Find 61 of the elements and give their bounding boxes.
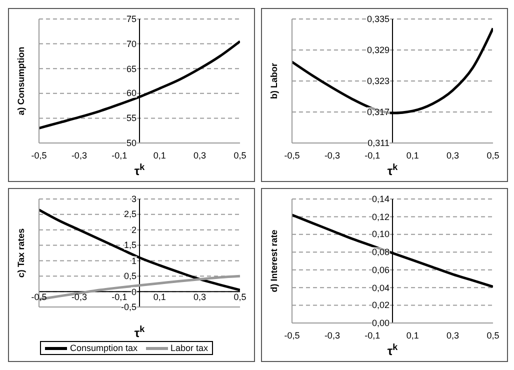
- y-tick-label: 0,5: [124, 271, 136, 282]
- y-tick-label: 0,06: [372, 264, 390, 275]
- y-tick-label: 3: [131, 194, 136, 204]
- x-tick-label: 0,1: [153, 292, 166, 302]
- x-tick-label: -0,1: [364, 330, 380, 340]
- y-tick-label: 0,335: [366, 14, 390, 24]
- y-tick-label: 65: [126, 64, 136, 74]
- y-tick-label: 60: [126, 88, 136, 98]
- y-axis-title: a) Consumption: [16, 46, 26, 116]
- y-tick-label: 0,12: [372, 212, 390, 222]
- y-tick-label: 0,14: [372, 194, 390, 204]
- y-tick-label: 0,323: [366, 76, 390, 86]
- y-tick-label: -0,5: [120, 302, 136, 312]
- y-tick-label: 2: [131, 224, 136, 235]
- y-tick-label: 0,311: [368, 138, 390, 148]
- x-tick-label: 0,3: [194, 150, 206, 160]
- x-tick-label: 0,3: [194, 292, 206, 302]
- legend-label: Consumption tax: [70, 343, 138, 353]
- x-axis-title: τ$^{k}$: [134, 162, 146, 178]
- y-tick-label: 1,5: [124, 240, 136, 250]
- x-tick-label: 0,5: [486, 150, 500, 160]
- x-tick-label: 0,1: [153, 150, 166, 160]
- y-tick-label: 2,5: [124, 209, 136, 220]
- x-axis-title: τ$^{k}$: [134, 324, 146, 340]
- y-tick-label: 75: [126, 14, 136, 24]
- x-tick-label: 0,3: [446, 330, 460, 340]
- y-tick-label: 0,10: [372, 229, 390, 240]
- x-axis-title: τ$^{k}$: [387, 162, 399, 178]
- y-tick-label: 0,317: [366, 107, 390, 117]
- legend-label: Labor tax: [170, 343, 208, 353]
- x-tick-label: 0,5: [234, 292, 246, 302]
- x-tick-label: 0,3: [446, 150, 460, 160]
- y-tick-label: 0,04: [372, 282, 390, 293]
- x-tick-label: 0,1: [406, 150, 419, 160]
- x-tick-label: -0,3: [71, 150, 87, 160]
- y-tick-label: 1: [131, 256, 136, 266]
- x-tick-label: 0,5: [486, 330, 500, 340]
- x-tick-label: -0,5: [284, 150, 300, 160]
- x-axis-title: τ$^{k}$: [387, 342, 399, 358]
- y-tick-label: 50: [126, 138, 136, 148]
- y-tick-label: 0,329: [366, 45, 390, 55]
- x-tick-label: -0,3: [71, 292, 87, 302]
- x-tick-label: -0,3: [324, 150, 340, 160]
- y-tick-label: 0,08: [372, 247, 390, 258]
- y-tick-label: 70: [126, 38, 136, 49]
- y-axis-title: d) Interest rate: [269, 230, 280, 292]
- y-tick-label: 0,02: [372, 300, 390, 310]
- x-tick-label: 0,5: [234, 150, 246, 160]
- y-axis-title: c) Tax rates: [16, 228, 26, 278]
- x-tick-label: -0,1: [112, 292, 128, 302]
- y-tick-label: 0,00: [372, 318, 390, 328]
- y-tick-label: 55: [126, 113, 136, 124]
- x-tick-label: -0,1: [112, 150, 128, 160]
- y-axis-title: b) Labor: [269, 62, 280, 99]
- x-tick-label: -0,5: [31, 292, 47, 302]
- x-tick-label: -0,5: [31, 150, 47, 160]
- x-tick-label: 0,1: [406, 330, 419, 340]
- x-tick-label: -0,1: [364, 150, 380, 160]
- x-tick-label: -0,3: [324, 330, 340, 340]
- x-tick-label: -0,5: [284, 330, 300, 340]
- y-tick-label: 0: [131, 286, 136, 297]
